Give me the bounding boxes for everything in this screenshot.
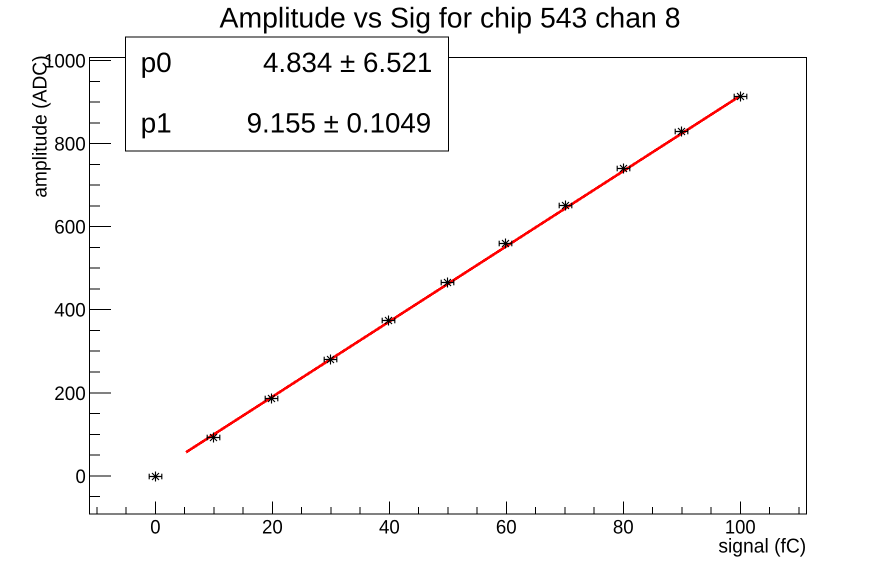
svg-text:40: 40	[379, 517, 400, 539]
svg-text:p0: p0	[141, 47, 172, 78]
svg-text:signal (fC): signal (fC)	[718, 536, 806, 558]
svg-text:400: 400	[54, 300, 86, 322]
svg-text:Amplitude vs Sig for chip 543: Amplitude vs Sig for chip 543 chan 8	[220, 3, 681, 35]
svg-text:800: 800	[54, 134, 86, 156]
svg-text:4.834 ± 6.521: 4.834 ± 6.521	[263, 47, 432, 78]
svg-text:80: 80	[613, 517, 634, 539]
svg-text:amplitude (ADC): amplitude (ADC)	[29, 55, 51, 197]
svg-text:600: 600	[54, 217, 86, 239]
svg-text:0: 0	[76, 466, 86, 488]
svg-text:200: 200	[54, 383, 86, 405]
svg-text:9.155 ± 0.1049: 9.155 ± 0.1049	[247, 108, 432, 139]
svg-text:1000: 1000	[44, 51, 86, 73]
svg-text:0: 0	[150, 517, 160, 539]
svg-text:p1: p1	[141, 108, 172, 139]
svg-text:20: 20	[262, 517, 283, 539]
svg-text:100: 100	[725, 517, 756, 539]
svg-text:60: 60	[496, 517, 517, 539]
